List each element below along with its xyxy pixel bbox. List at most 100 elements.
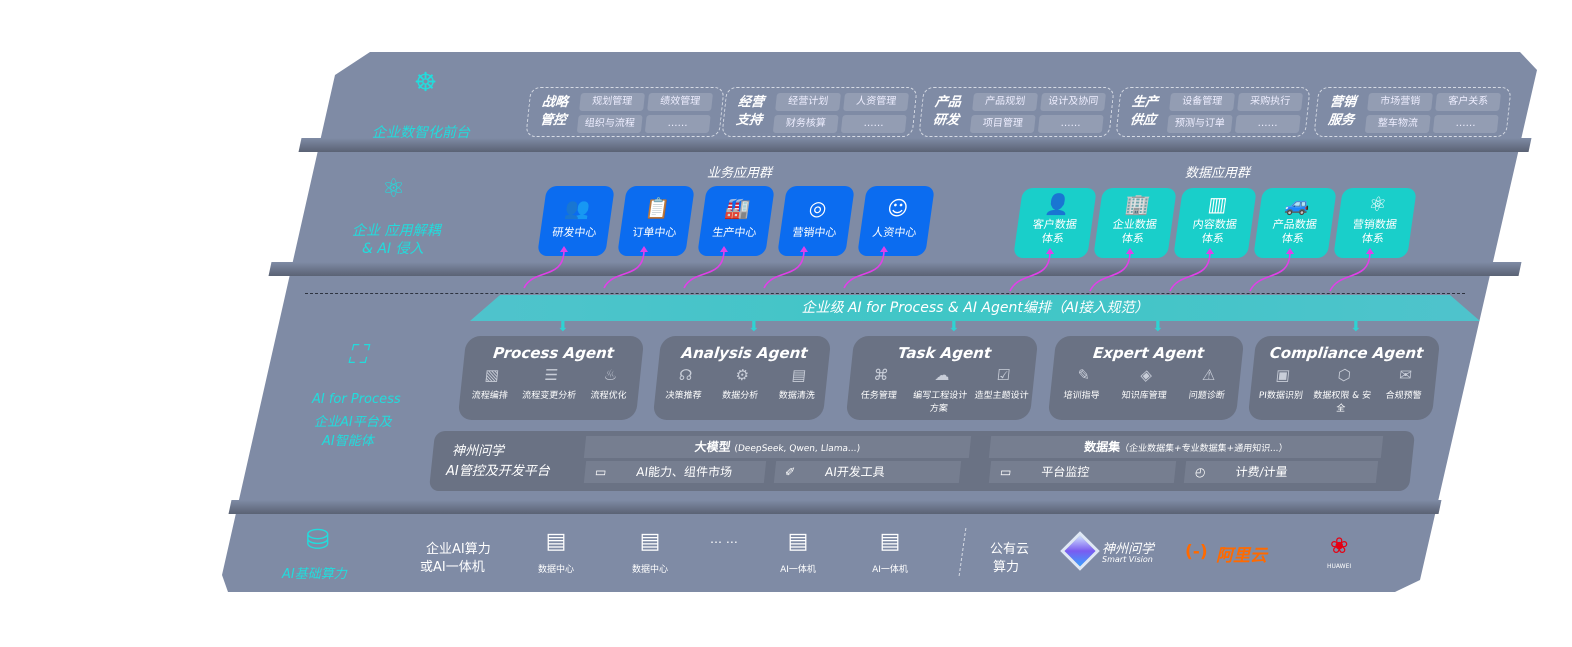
tool-label: 平台监控 <box>1040 465 1091 479</box>
layer3-label-3: AI智能体 <box>322 434 374 449</box>
gear-atom-icon: ⚙ <box>734 366 750 384</box>
dashed-divider <box>305 293 1465 294</box>
compute-node: ▤ AI一体机 <box>768 529 833 576</box>
agent-capability[interactable]: ⚠ 问题诊断 <box>1175 366 1241 401</box>
ellipsis: … … <box>710 532 738 546</box>
arrowhead <box>1366 248 1374 254</box>
arrowhead <box>1286 248 1294 254</box>
server-label: AI一体机 <box>872 565 908 575</box>
connector-arrow <box>683 249 725 289</box>
arrowhead <box>880 246 888 252</box>
server-label: 数据中心 <box>631 565 668 575</box>
agent-capability[interactable]: ✉ 合规预警 <box>1371 366 1437 414</box>
platform-tool[interactable]: ▭ AI能力、组件市场 <box>583 461 767 483</box>
agent-capability[interactable]: ▣ PI数据识别 <box>1249 366 1315 414</box>
capability-label: 知识库管理 <box>1121 391 1168 401</box>
capability-label: PI数据识别 <box>1258 391 1304 401</box>
doc-clean-icon: ▤ <box>790 366 807 384</box>
capability-label: 造型主题设计 <box>973 391 1029 401</box>
connector-arrow <box>1249 251 1291 292</box>
agent-capability[interactable]: ☰ 流程变更分析 <box>519 366 581 401</box>
cloud-icon: ☁ <box>933 366 951 384</box>
agent-capability[interactable]: ⌘ 任务管理 <box>847 366 913 414</box>
platform-tool[interactable]: ▭ 平台监控 <box>988 461 1177 483</box>
layer2-label-2: & AI 侵入 <box>362 241 424 257</box>
agent-capability[interactable]: ▤ 数据清洗 <box>768 366 828 401</box>
server-icon: ▤ <box>639 529 661 554</box>
compute-node: ▤ 数据中心 <box>526 530 591 576</box>
head-icon: ☊ <box>678 366 694 384</box>
capability-label: 流程优化 <box>589 391 627 401</box>
dataset-label: 数据集 <box>1083 440 1121 454</box>
tool-label: 计费/计量 <box>1234 465 1289 479</box>
agent-capability[interactable]: ▧ 流程编排 <box>460 366 522 401</box>
cloud-title: 公有云 <box>990 542 1030 557</box>
agent-capability[interactable]: ✎ 培训指导 <box>1050 366 1116 401</box>
model-bar: 大模型 (DeepSeek, Qwen, Llama...) <box>583 436 972 458</box>
arrowhead <box>800 246 808 252</box>
agent-card[interactable]: Process Agent ▧ 流程编排 ☰ 流程变更分析 ♨ 流程优化 <box>457 336 645 420</box>
agent-capability[interactable]: ♨ 流程优化 <box>579 366 641 401</box>
server-label: AI一体机 <box>780 565 816 575</box>
aliyun-name: 阿里云 <box>1216 546 1267 566</box>
down-arrow-icon: ⬇ <box>1152 319 1164 335</box>
tool-label: AI能力、组件市场 <box>635 465 733 479</box>
tool-label: AI开发工具 <box>824 465 886 479</box>
arrowhead <box>720 246 728 252</box>
agent-card[interactable]: Compliance Agent ▣ PI数据识别 ⬡ 数据权限 & 安全 ✉ 合规预警 <box>1247 336 1441 420</box>
platform-subtitle: AI管控及开发平台 <box>446 464 550 479</box>
chart-window-icon: ▧ <box>483 366 501 384</box>
checklist-clock-icon: ☑ <box>995 366 1012 384</box>
alert-mail-icon: ✉ <box>1398 366 1413 384</box>
brain-head-icon: ☸ <box>414 68 438 98</box>
agent-capability[interactable]: ☁ 编写工程设计方案 <box>908 366 974 414</box>
agent-name: Analysis Agent <box>680 344 809 362</box>
agent-capability[interactable]: ☊ 决策推荐 <box>655 366 715 401</box>
compute-subtitle: 或AI一体机 <box>420 560 485 575</box>
layer2-label: 企业 应用解耦 <box>352 223 441 239</box>
arrowhead <box>1046 248 1054 254</box>
connector-arrow <box>1089 251 1131 292</box>
server-icon: ▤ <box>787 529 809 554</box>
business-group-title: 业务应用群 <box>707 166 773 181</box>
capability-label: 流程变更分析 <box>521 391 577 401</box>
diagnose-icon: ⚠ <box>1201 366 1217 384</box>
banner-text: 企业级 AI for Process & AI Agent编排（AI接入规范） <box>801 300 1149 316</box>
down-arrow-icon: ⬇ <box>948 319 960 335</box>
down-arrow-icon: ⬇ <box>1350 319 1362 335</box>
agent-name: Expert Agent <box>1092 344 1206 362</box>
model-label: 大模型 <box>693 440 732 454</box>
connector-arrow <box>763 249 805 289</box>
platform-tool[interactable]: ✐ AI开发工具 <box>773 461 962 483</box>
down-arrow-icon: ⬇ <box>748 319 760 335</box>
agent-card[interactable]: Analysis Agent ☊ 决策推荐 ⚙ 数据分析 ▤ 数据清洗 <box>652 336 832 420</box>
agent-capability[interactable]: ⬡ 数据权限 & 安全 <box>1310 366 1376 414</box>
shenzhou-en: Smart Vision <box>1102 555 1153 564</box>
shield-icon: ⬡ <box>1336 366 1352 384</box>
agent-capability[interactable]: ◈ 知识库管理 <box>1113 366 1179 401</box>
connector-arrow <box>603 249 645 289</box>
platform-tool[interactable]: ◴ 计费/计量 <box>1183 461 1379 483</box>
platform-title: 神州问学 <box>452 444 505 459</box>
capability-label: 任务管理 <box>860 391 898 401</box>
agent-card[interactable]: Task Agent ⌘ 任务管理 ☁ 编写工程设计方案 ☑ 造型主题设计 <box>845 336 1039 420</box>
orchestration-banner <box>470 295 1480 321</box>
face-scan-icon: ⛶ <box>348 340 367 370</box>
agent-capability[interactable]: ☑ 造型主题设计 <box>969 366 1035 414</box>
dataset-note: （企业数据集+专业数据集+通用知识...） <box>1119 444 1289 454</box>
network-icon: ⌘ <box>872 366 890 384</box>
agent-capability[interactable]: ⚙ 数据分析 <box>712 366 772 401</box>
huawei-logo-icon: ❀ <box>1330 534 1349 559</box>
server-label: 数据中心 <box>537 565 574 575</box>
layer3-label-2: 企业AI平台及 <box>314 415 392 430</box>
agent-name: Compliance Agent <box>1268 344 1425 362</box>
server-icon: ▤ <box>879 529 901 554</box>
capability-label: 培训指导 <box>1062 391 1100 401</box>
agent-name: Process Agent <box>492 344 615 362</box>
agent-card[interactable]: Expert Agent ✎ 培训指导 ◈ 知识库管理 ⚠ 问题诊断 <box>1047 336 1245 420</box>
connector-arrow <box>843 249 885 289</box>
capability-label: 决策推荐 <box>664 391 702 401</box>
capability-label: 问题诊断 <box>1188 391 1226 401</box>
dev-tool-icon: ✐ <box>784 465 796 479</box>
connector-arrow <box>1329 251 1371 292</box>
